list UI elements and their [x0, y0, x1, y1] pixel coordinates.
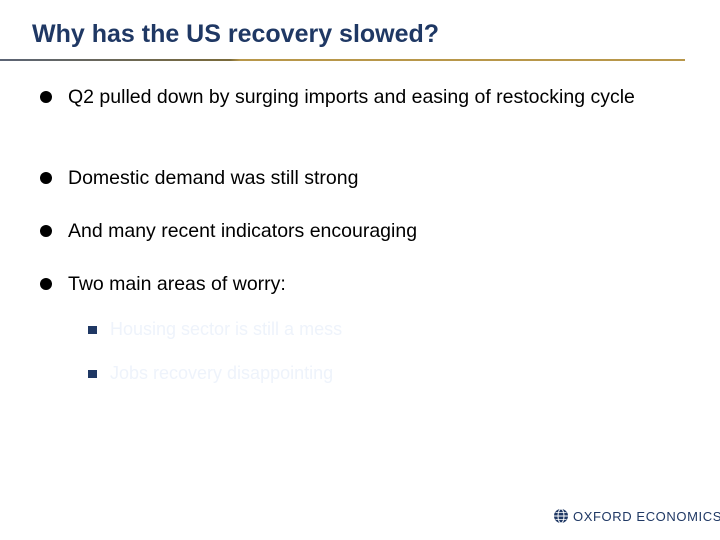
- bullet-item: Two main areas of worry:: [40, 271, 286, 298]
- sub-bullet-text: Housing sector is still a mess: [110, 319, 343, 339]
- square-bullet-icon: [88, 326, 97, 334]
- bullet-item: Q2 pulled down by surging imports and ea…: [40, 84, 635, 111]
- globe-icon: [554, 508, 568, 524]
- square-bullet-icon: [88, 370, 97, 378]
- slide-title: Why has the US recovery slowed?: [32, 20, 440, 48]
- bullet-text: Q2 pulled down by surging imports and ea…: [68, 86, 635, 108]
- bullet-item: And many recent indicators encouraging: [40, 218, 417, 245]
- sub-bullet-item: Jobs recovery disappointing: [88, 361, 333, 385]
- bullet-dot-icon: [40, 172, 52, 184]
- oxford-economics-logo: OXFORD ECONOMICS: [553, 507, 720, 525]
- bullet-text: Domestic demand was still strong: [68, 167, 359, 189]
- bullet-text: Two main areas of worry:: [68, 273, 286, 295]
- bullet-text: And many recent indicators encouraging: [68, 220, 418, 242]
- logo-text: OXFORD ECONOMICS: [573, 508, 720, 524]
- sub-bullet-text: Jobs recovery disappointing: [110, 363, 334, 383]
- bullet-dot-icon: [40, 91, 52, 103]
- sub-bullet-item: Housing sector is still a mess: [88, 317, 342, 341]
- bullet-dot-icon: [40, 225, 52, 237]
- bullet-item: Domestic demand was still strong: [40, 165, 358, 192]
- title-divider: [0, 59, 685, 61]
- bullet-dot-icon: [40, 278, 52, 290]
